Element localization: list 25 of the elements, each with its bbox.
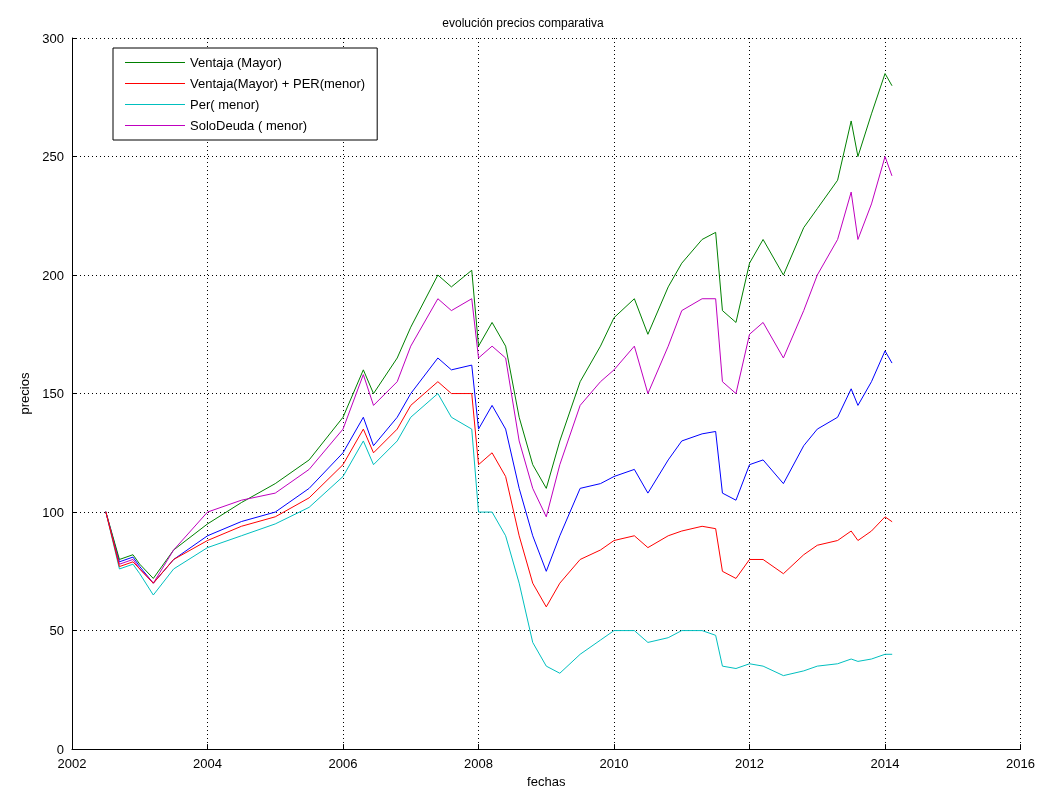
legend-label: Per( menor) (190, 97, 260, 112)
x-tick-label: 2016 (1006, 756, 1035, 772)
legend-label: Ventaja (Mayor) (190, 55, 282, 70)
x-axis-title: fechas (527, 774, 566, 789)
y-axis-title: precios (17, 372, 33, 415)
line-series (105, 393, 893, 677)
x-tick-label: 2014 (870, 756, 900, 772)
x-tick-label: 2004 (193, 756, 222, 772)
x-tick-label: 2010 (599, 756, 629, 772)
legend-label: SoloDeuda ( menor) (190, 118, 308, 133)
x-tick-label: 2008 (464, 756, 493, 772)
y-tick-label: 250 (42, 149, 64, 165)
chart-title: evolución precios comparativa (442, 16, 605, 30)
line-series (105, 73, 893, 579)
legend-label: Ventaja(Mayor) + PER(menor) (190, 76, 366, 91)
y-tick-label: 200 (42, 267, 64, 283)
y-tick-label: 50 (49, 623, 64, 639)
line-series (105, 381, 893, 608)
y-tick-label: 0 (56, 741, 64, 757)
x-tick-label: 2002 (57, 756, 87, 772)
y-tick-label: 300 (42, 30, 64, 46)
x-tick-label: 2006 (328, 756, 358, 772)
y-tick-label: 150 (42, 386, 64, 402)
y-tick-label: 100 (42, 504, 64, 520)
x-tick-label: 2012 (735, 756, 764, 772)
